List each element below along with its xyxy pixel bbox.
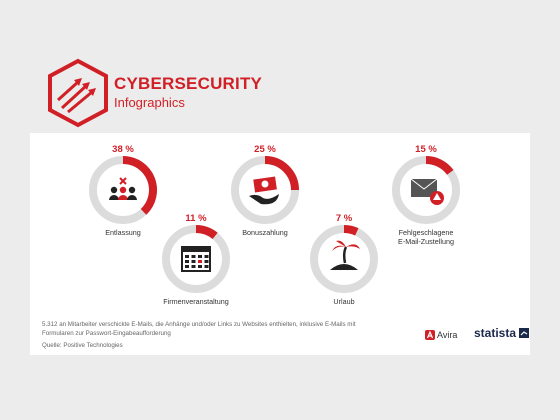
value-label: 15 % xyxy=(415,144,437,155)
fired-people-icon xyxy=(109,177,137,200)
island-icon xyxy=(330,240,360,270)
avira-logo-icon xyxy=(425,330,435,340)
donut-slice xyxy=(122,156,157,215)
donut-slice xyxy=(195,225,218,240)
category-label: Entlassung xyxy=(105,228,141,237)
donut-3 xyxy=(231,156,299,224)
category-label: Bonuszahlung xyxy=(242,228,288,237)
donut-slice xyxy=(264,156,299,191)
header: CYBERSECURITY Infographics xyxy=(46,58,286,128)
footnote: 5.312 an Mitarbeiter verschickte E-Mails… xyxy=(42,321,356,337)
donut-slice xyxy=(425,156,454,175)
page-title: CYBERSECURITY xyxy=(114,74,263,93)
donut-2 xyxy=(162,225,230,293)
category-label: Fehlgeschlagene xyxy=(399,228,454,237)
value-label: 38 % xyxy=(112,144,134,155)
category-label: E-Mail-Zustellung xyxy=(398,237,454,246)
donut-5 xyxy=(392,156,460,224)
statista-logo-icon xyxy=(519,328,530,338)
value-label: 7 % xyxy=(336,213,353,224)
statista-label: statista xyxy=(474,326,517,340)
donut-1 xyxy=(89,156,157,224)
donut-4 xyxy=(310,225,378,293)
value-label: 11 % xyxy=(185,213,207,224)
category-label: Firmenveranstaltung xyxy=(163,297,229,306)
envelope-warning-icon xyxy=(410,178,444,205)
page-subtitle: Infographics xyxy=(114,95,185,110)
value-label: 25 % xyxy=(254,144,276,155)
source-note: Quelle: Positive Technologies xyxy=(42,342,123,349)
statista-brand: statista xyxy=(474,326,530,340)
money-hand-icon xyxy=(249,176,279,205)
category-label: Urlaub xyxy=(333,297,354,306)
calendar-icon xyxy=(181,246,211,272)
avira-label: Avira xyxy=(437,330,458,340)
cybersecurity-hexagon-logo-icon xyxy=(48,58,108,128)
donut-slice xyxy=(343,225,359,236)
avira-brand: Avira xyxy=(425,330,457,340)
